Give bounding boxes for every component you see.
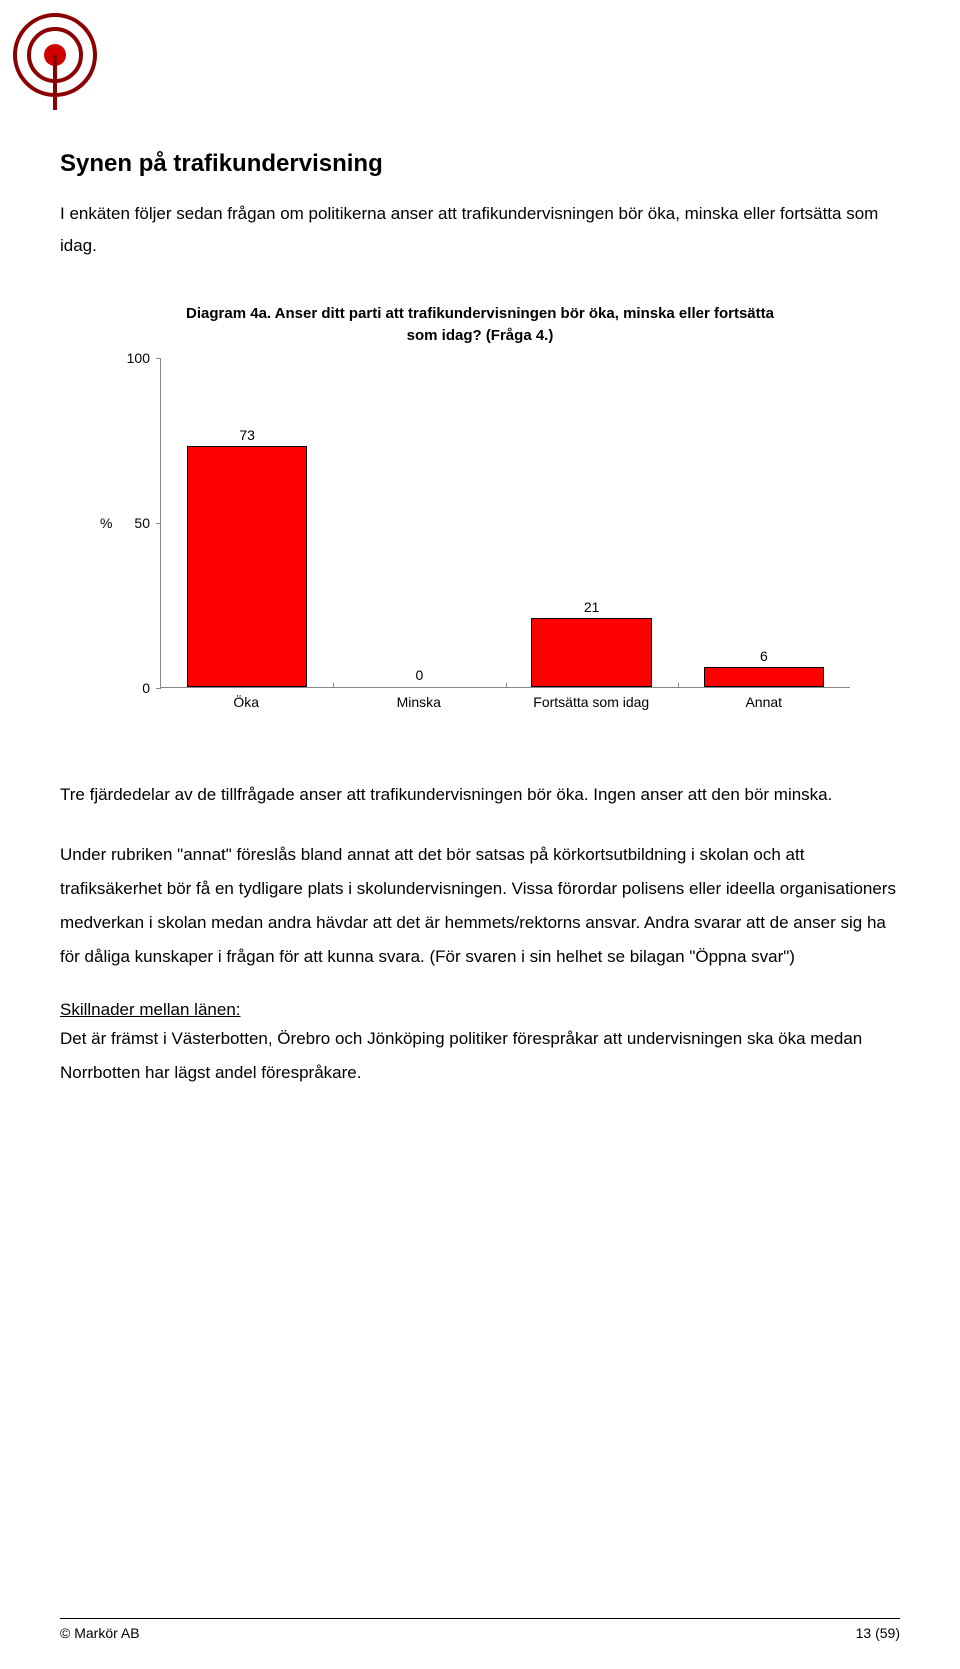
chart-title: Diagram 4a. Anser ditt parti att trafiku… bbox=[60, 303, 900, 348]
paragraph-3: Det är främst i Västerbotten, Örebro och… bbox=[60, 1022, 900, 1090]
chart-bar: 21 bbox=[531, 618, 652, 687]
bar-value-label: 6 bbox=[760, 648, 768, 664]
chart-bar: 6 bbox=[704, 667, 825, 687]
x-axis-label: Annat bbox=[678, 688, 851, 718]
x-axis-label: Minska bbox=[333, 688, 506, 718]
paragraph-2: Under rubriken "annat" föreslås bland an… bbox=[60, 838, 900, 974]
footer-copyright: © Markör AB bbox=[60, 1625, 140, 1641]
x-axis-label: Fortsätta som idag bbox=[505, 688, 678, 718]
subheading: Skillnader mellan länen: bbox=[60, 1000, 900, 1020]
paragraph-1: Tre fjärdedelar av de tillfrågade anser … bbox=[60, 778, 900, 812]
chart-bar: 73 bbox=[187, 446, 308, 686]
bar-value-label: 73 bbox=[239, 427, 255, 443]
page-heading: Synen på trafikundervisning bbox=[60, 150, 900, 178]
y-tick-label: 100 bbox=[110, 350, 150, 366]
footer-page-number: 13 (59) bbox=[856, 1625, 900, 1641]
intro-paragraph: I enkäten följer sedan frågan om politik… bbox=[60, 198, 900, 263]
bar-value-label: 21 bbox=[584, 599, 600, 615]
y-tick-label: 0 bbox=[110, 680, 150, 696]
page-footer: © Markör AB 13 (59) bbox=[60, 1618, 900, 1641]
bar-value-label: 0 bbox=[415, 667, 423, 683]
y-tick-label: 50 bbox=[110, 515, 150, 531]
bar-chart: 730216 ÖkaMinskaFortsätta som idagAnnat … bbox=[110, 358, 850, 718]
x-axis-label: Öka bbox=[160, 688, 333, 718]
y-axis-label: % bbox=[100, 515, 112, 531]
logo bbox=[10, 10, 100, 125]
